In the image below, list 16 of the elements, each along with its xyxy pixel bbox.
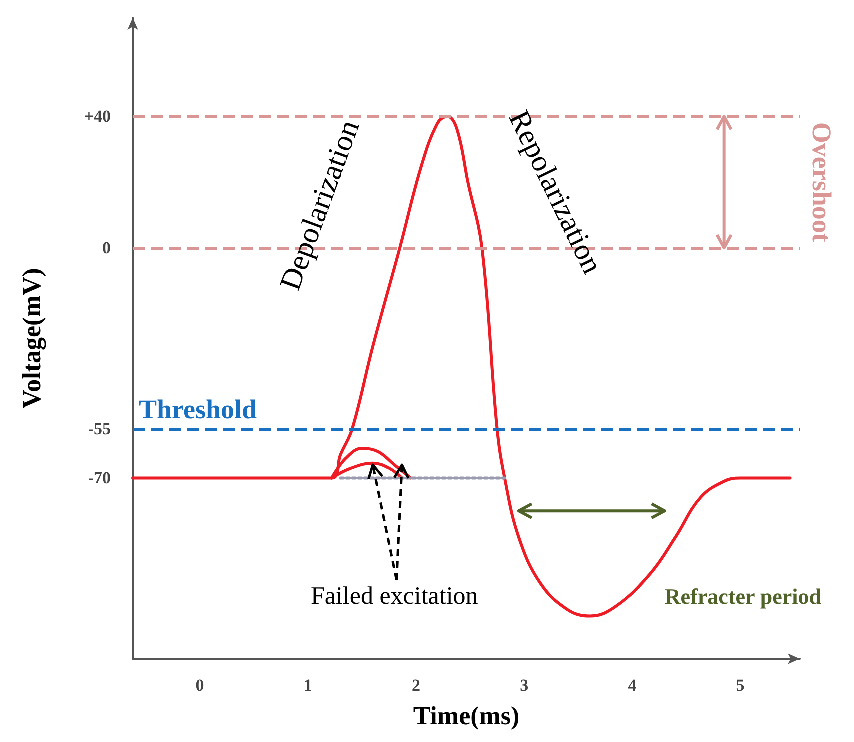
y-tick-label: 0: [102, 238, 111, 258]
x-tick-label: 4: [628, 676, 638, 695]
annotation: Refracter period: [664, 584, 822, 610]
x-tick-label: 2: [412, 676, 420, 695]
y-tick-label: -55: [88, 419, 111, 438]
x-axis-title: Time(ms): [413, 702, 520, 730]
x-tick-label: 5: [736, 676, 745, 695]
x-tick-label: 1: [304, 676, 312, 695]
ref-line-label: Threshold: [139, 394, 258, 424]
text: Overshoot: [807, 122, 837, 242]
y-tick-label: -70: [88, 468, 111, 488]
y-axis-title: Voltage(mV): [18, 268, 46, 409]
x-tick-label: 0: [196, 676, 204, 695]
x-tick-label: 3: [520, 676, 529, 695]
annotation: Failed excitation: [310, 583, 479, 610]
y-tick-label: +40: [84, 107, 111, 126]
